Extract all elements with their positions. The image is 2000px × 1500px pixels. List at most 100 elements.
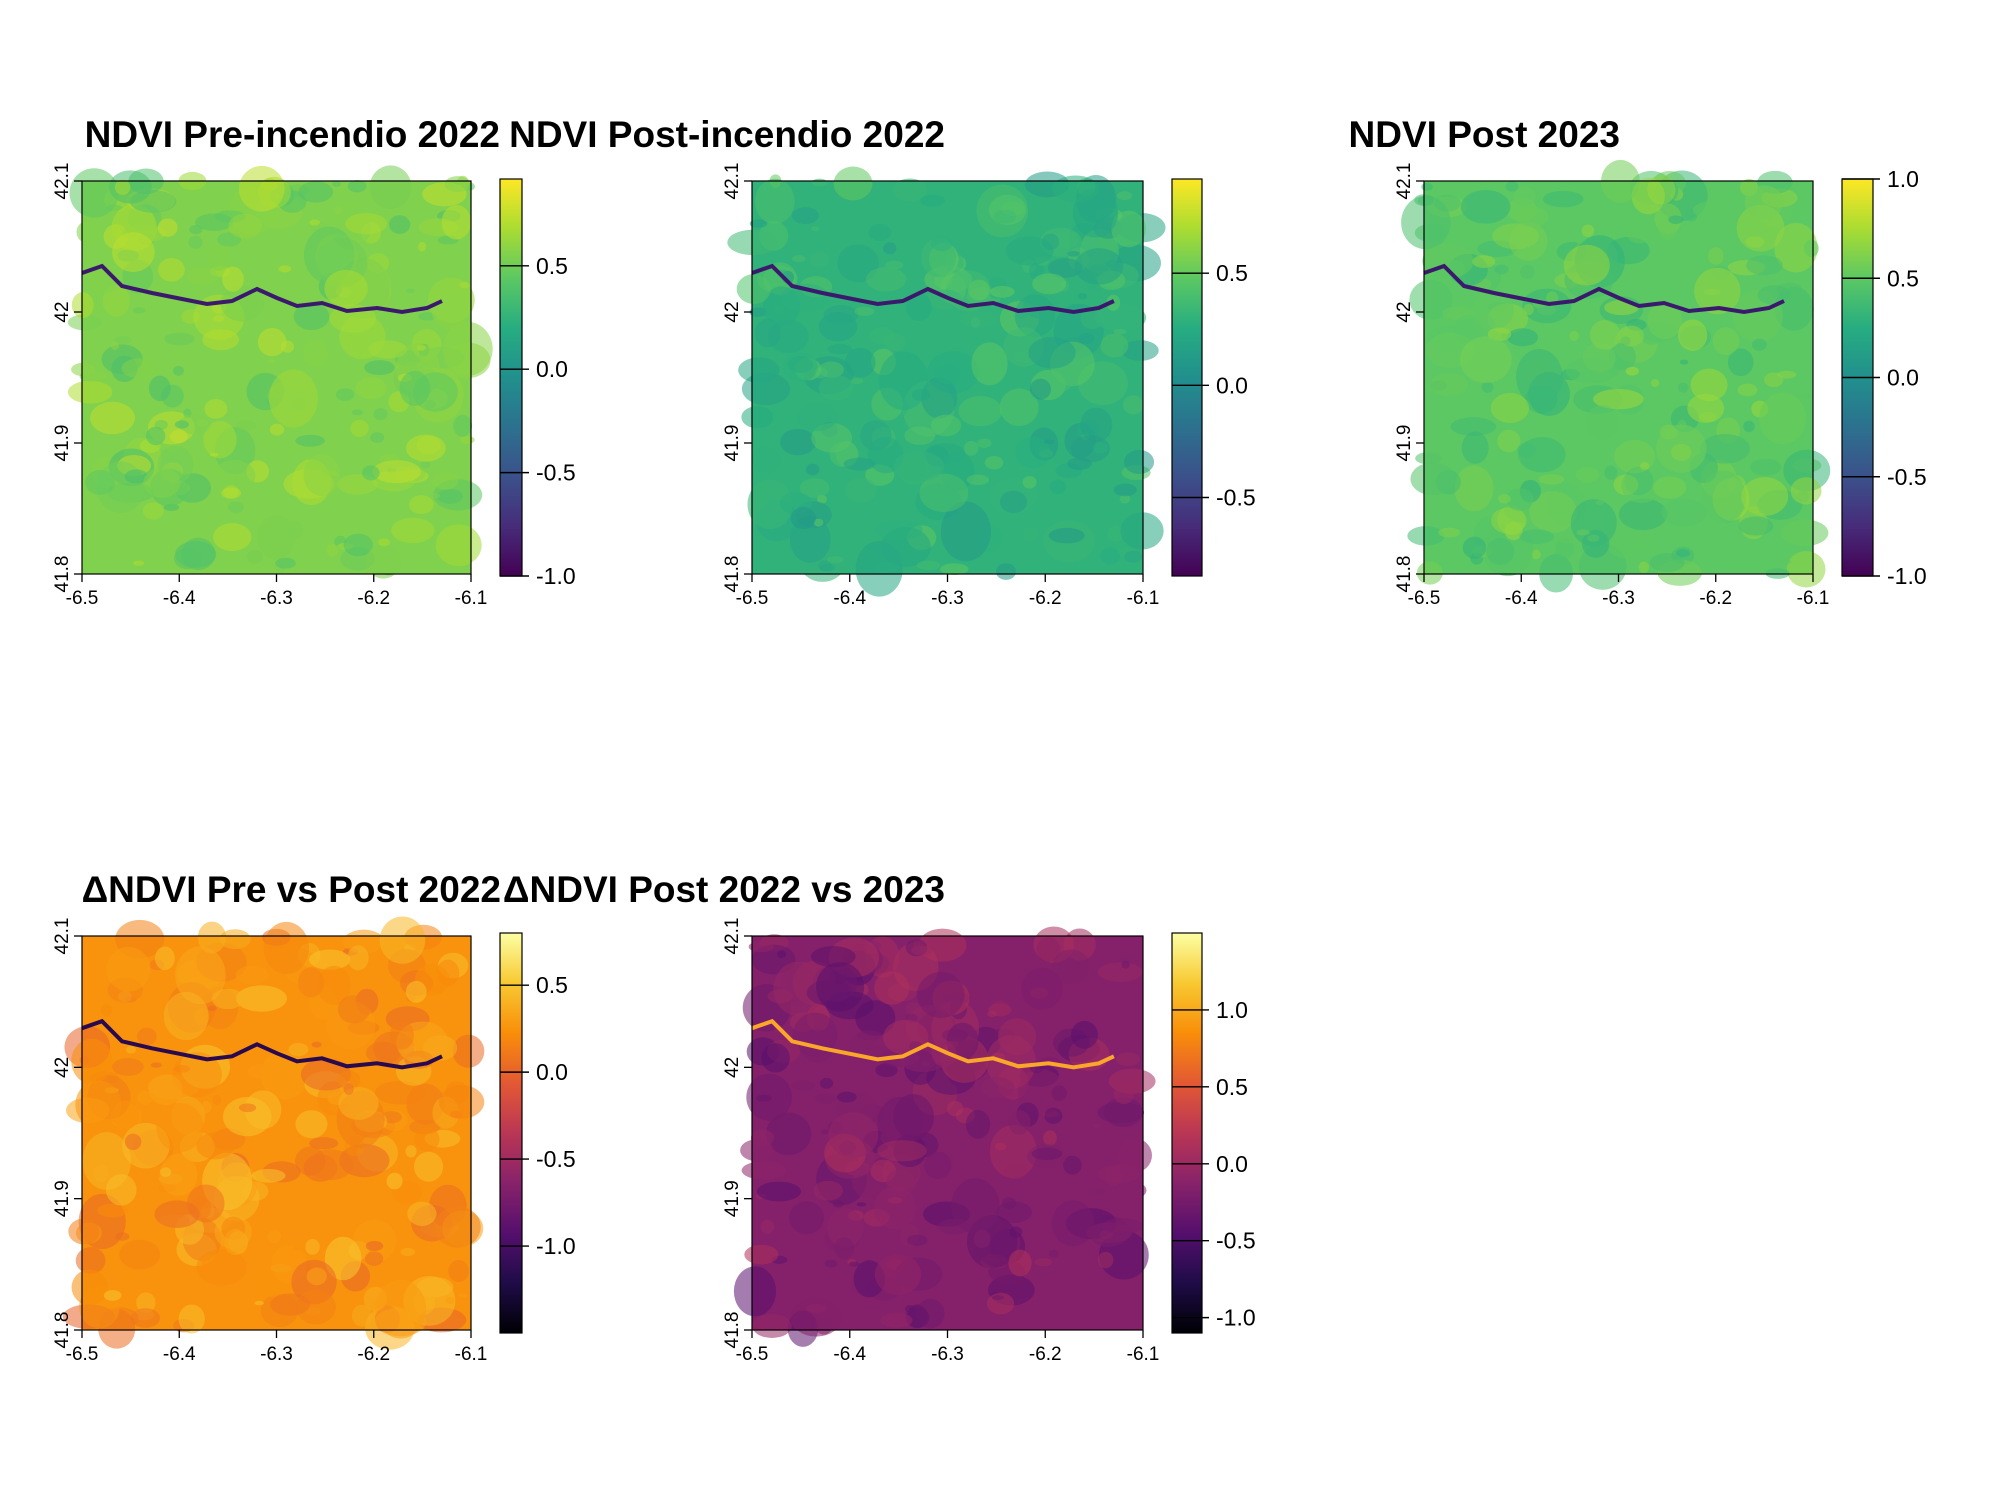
raster-patch [1575, 466, 1600, 483]
raster-patch [391, 517, 435, 544]
x-tick-label: -6.5 [736, 1344, 769, 1365]
raster-patch [836, 1091, 857, 1103]
x-tick-label: -6.5 [736, 588, 769, 609]
raster-patch [1111, 210, 1146, 248]
raster-patch [968, 279, 990, 301]
colorbar [1171, 932, 1203, 1334]
raster-patch [172, 365, 184, 376]
raster-patch [261, 177, 278, 192]
raster-patch [1124, 550, 1143, 563]
x-tick-label: -6.1 [1127, 588, 1160, 609]
raster-patch [1116, 191, 1133, 201]
raster-patch [843, 457, 876, 471]
raster-patch [343, 533, 373, 557]
raster-patch [442, 321, 493, 376]
raster-patch [438, 1085, 485, 1119]
x-tick-label: -6.3 [260, 1344, 293, 1365]
raster-patch [874, 1186, 916, 1230]
raster-patch [1538, 474, 1565, 485]
raster-patch [1034, 1258, 1052, 1267]
raster-patch [1001, 1197, 1017, 1209]
y-tick-label: 41.8 [722, 556, 743, 593]
raster-patch [1507, 328, 1539, 347]
raster-patch [270, 1293, 311, 1316]
raster-patch [1700, 470, 1746, 524]
raster-patch [1003, 1164, 1028, 1179]
raster-patch [856, 1202, 867, 1207]
raster-patch [1624, 212, 1655, 244]
raster-patch [1687, 393, 1725, 423]
raster-patch [1031, 1147, 1063, 1161]
raster-patch [178, 1304, 205, 1334]
raster-patch [1092, 1123, 1102, 1129]
y-tick-label: 42.1 [52, 918, 73, 955]
raster-patch [324, 269, 368, 307]
raster-patch [1744, 185, 1784, 220]
raster-patch [1497, 429, 1521, 453]
raster-patch [1048, 1249, 1060, 1258]
panel-4: ΔNDVI Pre vs Post 2022 -6.5 -6.4 -6.3 -6.2 -6… [52, 869, 576, 1365]
colorbar-tick-label: -1.0 [536, 1233, 576, 1259]
raster-patch [150, 1062, 162, 1068]
raster-patch [68, 1218, 100, 1245]
raster-patch [1401, 195, 1451, 250]
raster-patch [827, 343, 853, 355]
raster-patch [1120, 512, 1164, 550]
raster-patch [1690, 368, 1728, 402]
raster-patch [326, 543, 339, 557]
raster-patch [187, 1184, 225, 1223]
x-tick-label: -6.4 [833, 1344, 866, 1365]
raster-patch [1008, 1110, 1031, 1135]
raster-patch [1593, 388, 1644, 410]
raster-patch [833, 166, 873, 201]
raster-patch [1415, 452, 1442, 465]
panel-title: NDVI Post-incendio 2022 [509, 114, 945, 155]
raster-patch [1631, 177, 1665, 215]
raster-patch [157, 218, 178, 237]
raster-patch [756, 1094, 772, 1102]
panels: NDVI Pre-incendio 2022 -6.5 -6.4 -6.3 -6.2 -6… [52, 114, 1927, 1365]
raster-patch [865, 267, 907, 292]
raster-patch [1113, 483, 1137, 497]
raster-patch [1537, 304, 1556, 316]
raster-patch [999, 388, 1039, 427]
raster-patch [172, 1052, 222, 1098]
raster-patch [211, 988, 245, 1010]
raster-patch [934, 273, 953, 288]
raster-patch [293, 303, 330, 331]
raster-patch [235, 965, 269, 985]
raster-patch [1703, 288, 1721, 296]
raster-patch [238, 165, 285, 212]
raster-patch [303, 454, 341, 497]
raster-patch [389, 1020, 414, 1050]
raster-patch [916, 560, 941, 571]
raster-patch [106, 946, 151, 992]
raster-patch [305, 1238, 320, 1255]
reservoir-line [1423, 263, 1785, 315]
raster-patch [197, 921, 227, 954]
raster-patch [213, 459, 256, 493]
raster-patch [221, 487, 242, 499]
raster-patch [334, 206, 343, 215]
raster-patch [1015, 436, 1052, 469]
raster-patch [749, 219, 768, 228]
raster-patch [1585, 405, 1619, 440]
raster-patch [164, 332, 195, 346]
raster-patch [1738, 516, 1774, 536]
raster-patch [227, 501, 244, 514]
raster-patch [267, 359, 276, 364]
raster-patch [441, 204, 472, 240]
raster-patch [1063, 1155, 1082, 1175]
raster-patch [146, 426, 166, 446]
raster-patch [275, 557, 296, 569]
raster-patch [930, 414, 962, 437]
raster-patch [365, 544, 402, 579]
raster-patch [1519, 529, 1554, 545]
raster-patch [202, 329, 240, 351]
raster-patch [989, 285, 1015, 298]
raster-patch [1587, 534, 1600, 542]
raster-patch [1113, 1084, 1135, 1105]
raster-patch [1430, 373, 1468, 397]
raster-patch [848, 1261, 860, 1267]
raster-patch [767, 989, 793, 1004]
